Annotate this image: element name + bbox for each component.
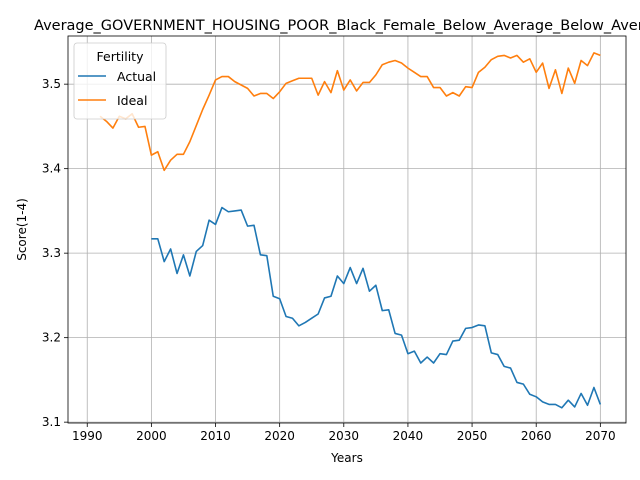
y-tick-label: 3.3 — [42, 246, 61, 260]
y-tick-label: 3.1 — [42, 415, 61, 429]
chart-title: Average_GOVERNMENT_HOUSING_POOR_Black_Fe… — [34, 18, 640, 34]
y-tick-label: 3.4 — [42, 162, 61, 176]
x-tick-label: 2030 — [329, 429, 360, 443]
y-tick-label: 3.5 — [42, 77, 61, 91]
legend-label-actual: Actual — [117, 69, 156, 84]
legend-title: Fertility — [97, 49, 145, 64]
x-tick-label: 2050 — [457, 429, 488, 443]
series-line-ideal — [99, 52, 601, 172]
plot-area-frame — [67, 35, 627, 424]
x-tick-label: 2010 — [200, 429, 231, 443]
x-tick-label: 2060 — [521, 429, 552, 443]
series-line-actual — [151, 206, 602, 409]
x-tick-label: 1990 — [72, 429, 103, 443]
x-tick-label: 2070 — [585, 429, 616, 443]
x-tick-label: 2040 — [393, 429, 424, 443]
x-tick-label: 2000 — [136, 429, 167, 443]
x-tick-label: 2020 — [264, 429, 295, 443]
x-axis-label: Years — [330, 451, 363, 465]
axes: 1990 2000 2010 2020 2030 2040 2050 2060 2070 3.1 3… — [42, 77, 616, 443]
y-tick-label: 3.2 — [42, 331, 61, 345]
plot-series — [99, 52, 602, 409]
legend: Fertility Actual Ideal — [73, 42, 167, 120]
legend-label-ideal: Ideal — [117, 93, 147, 108]
y-axis-label: Score(1-4) — [15, 198, 29, 261]
